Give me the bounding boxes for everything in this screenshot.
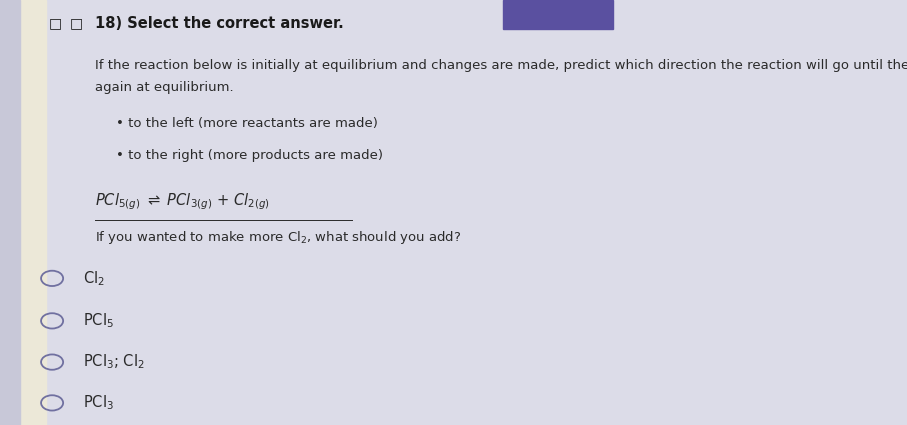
Text: again at equilibrium.: again at equilibrium. <box>95 81 234 94</box>
Text: □: □ <box>70 17 83 30</box>
Text: PCl$_{5(g)}$ $\rightleftharpoons$ PCl$_{3(g)}$ + Cl$_{2(g)}$: PCl$_{5(g)}$ $\rightleftharpoons$ PCl$_{… <box>95 192 269 212</box>
Text: PCl$_5$: PCl$_5$ <box>83 312 113 330</box>
Text: PCl$_3$: PCl$_3$ <box>83 394 113 412</box>
Bar <box>502 0 613 29</box>
Text: PCl$_3$; Cl$_2$: PCl$_3$; Cl$_2$ <box>83 353 144 371</box>
Text: • to the left (more reactants are made): • to the left (more reactants are made) <box>116 117 378 130</box>
Text: 18) Select the correct answer.: 18) Select the correct answer. <box>95 16 344 31</box>
Text: □: □ <box>49 17 62 30</box>
Bar <box>20 0 46 425</box>
Text: If the reaction below is initially at equilibrium and changes are made, predict : If the reaction below is initially at eq… <box>95 60 907 72</box>
Text: Cl$_2$: Cl$_2$ <box>83 269 104 288</box>
Text: • to the right (more products are made): • to the right (more products are made) <box>116 149 384 162</box>
Bar <box>0 0 20 425</box>
Text: If you wanted to make more Cl$_2$, what should you add?: If you wanted to make more Cl$_2$, what … <box>95 230 461 246</box>
